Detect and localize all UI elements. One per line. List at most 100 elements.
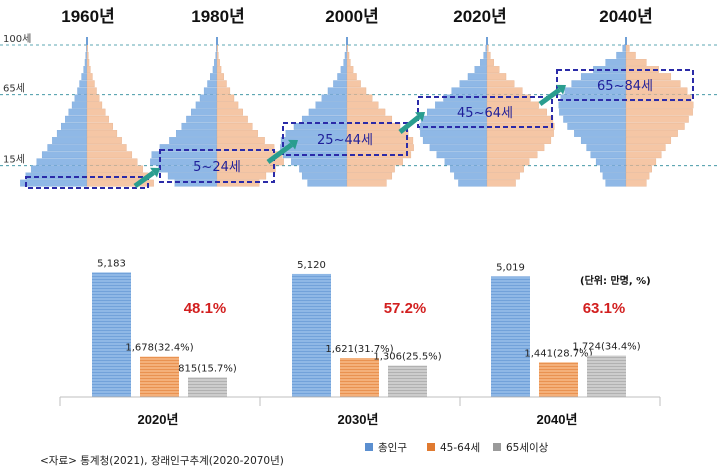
female-bar xyxy=(486,144,545,152)
female-bar xyxy=(86,101,103,109)
legend-label-65세이상: 65세이상 xyxy=(506,442,549,454)
cohort-box-2 xyxy=(282,122,408,156)
cohort-arrow-2 xyxy=(398,112,425,134)
bar-value-label: 5,120 xyxy=(297,260,326,271)
female-bar xyxy=(216,73,224,81)
female-bar xyxy=(346,108,386,116)
female-bar xyxy=(625,108,693,116)
legend-label-총인구: 총인구 xyxy=(378,442,407,454)
age-label-100: 100세 xyxy=(3,33,31,45)
female-bar xyxy=(346,165,395,173)
cohort-arrow-1 xyxy=(266,139,298,165)
female-bar xyxy=(86,122,113,130)
female-bar xyxy=(346,73,357,81)
female-bar xyxy=(216,94,235,102)
female-bar xyxy=(216,165,276,173)
top-spike xyxy=(346,37,348,45)
female-bar xyxy=(346,144,414,152)
female-bar xyxy=(86,144,127,152)
share-45plus-2040년: 63.1% xyxy=(583,300,626,317)
x-tick-2040년: 2040년 xyxy=(537,412,578,427)
female-bar xyxy=(486,130,554,137)
female-bar xyxy=(216,101,239,109)
female-bar xyxy=(86,130,118,137)
bar-value-label: 1,621(31.7%) xyxy=(325,344,393,355)
female-bar xyxy=(625,73,672,81)
female-bar xyxy=(625,137,672,144)
female-bar xyxy=(486,51,491,59)
female-bar xyxy=(486,179,516,187)
cohort-arrow-3 xyxy=(538,84,566,107)
pyramid-2020년 xyxy=(419,37,555,187)
female-bar xyxy=(486,165,524,173)
share-45plus-2020년: 48.1% xyxy=(184,300,227,317)
female-bar xyxy=(216,80,227,88)
female-bar xyxy=(86,51,89,59)
female-bar xyxy=(216,51,219,59)
female-bar xyxy=(346,179,387,187)
age-label-15: 15세 xyxy=(3,154,25,166)
bar-value-label: 815(15.7%) xyxy=(178,363,237,374)
x-tick-2020년: 2020년 xyxy=(138,412,179,427)
female-bar xyxy=(86,80,95,88)
female-bar xyxy=(625,122,685,130)
bar-value-label: 1,441(28.7%) xyxy=(524,348,592,359)
female-bar xyxy=(216,137,265,144)
bar-45-64세-2020년 xyxy=(140,356,179,397)
year-title-3: 2020년 xyxy=(453,7,506,26)
female-bar xyxy=(346,66,354,73)
female-bar xyxy=(346,80,361,88)
bar-65세이상-2040년 xyxy=(587,355,626,397)
female-bar xyxy=(486,66,500,73)
female-bar xyxy=(625,158,657,166)
female-bar xyxy=(86,87,97,95)
year-title-1: 1980년 xyxy=(191,7,244,26)
female-bar xyxy=(216,115,248,123)
female-bar xyxy=(216,130,258,137)
female-bar xyxy=(216,179,260,187)
pyramid-2000년 xyxy=(280,37,414,187)
female-bar xyxy=(86,59,90,66)
female-bar xyxy=(625,94,692,102)
cohort-box-3 xyxy=(417,96,553,128)
female-bar xyxy=(216,66,222,73)
female-bar xyxy=(486,101,539,109)
female-bar xyxy=(625,172,650,180)
female-bar xyxy=(625,151,662,159)
bar-65세이상-2030년 xyxy=(388,365,427,397)
female-bar xyxy=(625,59,647,66)
female-bar xyxy=(346,137,414,144)
female-bar xyxy=(486,87,523,95)
source-note: <자료> 통계청(2021), 장래인구추계(2020-2070년) xyxy=(40,455,284,467)
cohort-label-3: 45~64세 xyxy=(457,106,513,121)
pyramid-1980년 xyxy=(150,37,284,187)
cohort-box-1 xyxy=(159,149,275,183)
year-title-4: 2040년 xyxy=(599,7,652,26)
bar-총인구-2040년 xyxy=(491,276,530,397)
age-label-65: 65세 xyxy=(3,83,25,95)
pyramid-2040년 xyxy=(558,37,694,187)
female-bar xyxy=(216,144,275,152)
female-bar xyxy=(346,172,393,180)
female-bar xyxy=(486,73,507,81)
female-bar xyxy=(86,66,91,73)
female-bar xyxy=(216,122,253,130)
cohort-label-4: 65~84세 xyxy=(597,79,653,94)
female-bar xyxy=(346,94,373,102)
female-bar xyxy=(625,130,678,137)
bar-45-64세-2040년 xyxy=(539,362,578,397)
female-bar xyxy=(625,44,630,52)
bar-value-label: 5,019 xyxy=(496,262,525,273)
female-bar xyxy=(625,165,652,173)
female-bar xyxy=(346,130,409,137)
female-bar xyxy=(346,158,403,166)
legend-swatch-65세이상 xyxy=(493,443,501,451)
bar-45-64세-2030년 xyxy=(340,358,379,397)
female-bar xyxy=(216,87,231,95)
female-bar xyxy=(216,172,267,180)
population-pyramids: 100세 65세 15세 1960년 1980년 2000년 2020년 2040년 5~24세… xyxy=(0,7,720,189)
bar-총인구-2020년 xyxy=(92,272,131,397)
top-spike xyxy=(86,37,88,45)
bar-value-label: 5,183 xyxy=(97,258,126,269)
